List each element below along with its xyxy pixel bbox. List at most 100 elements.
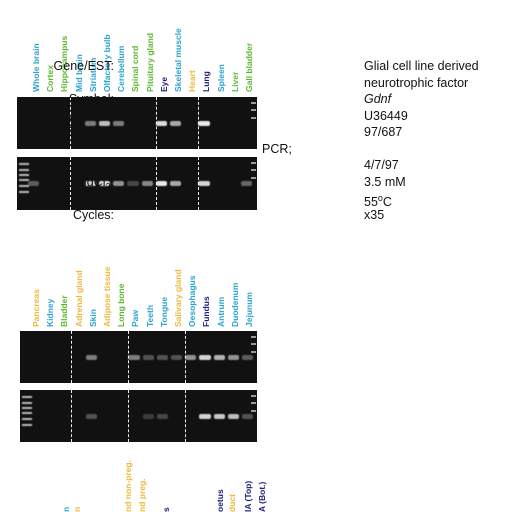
top-column-label: Spleen — [215, 64, 226, 92]
gel-band — [113, 121, 125, 126]
top-column-label: Pituitary gland — [144, 32, 155, 92]
top-column-label: Heart — [187, 70, 198, 92]
cycles-value: x35 — [364, 207, 385, 222]
bottom-column-label: n — [61, 506, 71, 512]
gel-band — [242, 355, 254, 360]
gene-key: Gene/EST: — [53, 59, 114, 73]
pcr-label: PCR; — [262, 141, 292, 156]
gel-band — [170, 181, 182, 186]
bottom-column-label: nd non-preg. — [123, 460, 133, 512]
symbol-value: Gdnf — [364, 92, 392, 106]
gel-band — [99, 121, 111, 126]
gene-value-2: neurotrophic factor — [364, 75, 469, 90]
mid-column-label: Skin — [87, 309, 98, 327]
gel-band — [170, 121, 182, 126]
top-column-label: Liver — [229, 71, 240, 92]
ladder-band-right — [251, 117, 256, 119]
mid-column-label: Antrum — [215, 296, 226, 327]
bottom-column-label: duct — [227, 494, 237, 512]
ladder-band-right — [251, 410, 256, 412]
bottom-column-label: oetus — [215, 489, 225, 512]
gel-band — [199, 355, 211, 360]
gel-band — [185, 355, 197, 360]
gel-band — [241, 181, 253, 186]
mid-column-label: Salivary gland — [173, 269, 183, 327]
mid-column-label: Adipose tissue — [102, 266, 112, 327]
ladder-band — [22, 402, 32, 404]
ladder-band-right — [251, 402, 256, 404]
gel-band — [227, 414, 239, 419]
gel-band — [198, 121, 210, 126]
top-column-label: Gall bladder — [244, 42, 254, 92]
mgcl-value: 3.5 mM — [364, 174, 406, 189]
gel-band — [85, 355, 97, 360]
lane-separator — [185, 390, 186, 442]
ladder-band-right — [251, 177, 256, 179]
bottom-column-label: IA (Top) — [243, 480, 253, 512]
temp-value: 55oC — [364, 193, 392, 210]
gel-band — [127, 181, 139, 186]
lane-separator — [71, 390, 72, 442]
bottom-column-label: A (Bot.) — [257, 481, 267, 512]
bottom-column-label: nd preg. — [137, 478, 147, 512]
mid-column-label: Oesophagus — [187, 275, 198, 327]
gel-top-2 — [17, 157, 257, 210]
mid-column-label: Paw — [130, 309, 141, 327]
mgcl-key: MgCl2: — [76, 174, 114, 192]
ladder-band — [19, 179, 29, 181]
bottom-column-label: n — [72, 506, 82, 512]
gel-band — [113, 181, 125, 186]
ladder-band — [22, 424, 32, 426]
gel-band — [155, 121, 167, 126]
lane-separator — [70, 157, 71, 210]
gel-band — [142, 355, 154, 360]
gel-band — [84, 121, 96, 126]
gel-band — [28, 181, 40, 186]
ladder-band — [19, 169, 29, 171]
top-column-label: Spinal cord — [130, 45, 141, 92]
cycles-key: Cycles: — [73, 207, 114, 222]
gel-band — [213, 355, 225, 360]
gel-band — [199, 414, 211, 419]
gel-band — [141, 181, 153, 186]
mid-column-label: Bladder — [59, 295, 70, 327]
gel-band — [198, 181, 210, 186]
embl-key: EMBL Ac. No.: — [33, 108, 114, 123]
mid-column-label: Long bone — [116, 283, 127, 327]
gene-value: Glial cell line derived — [364, 59, 479, 73]
lane-separator — [128, 390, 129, 442]
ladder-band — [19, 174, 29, 176]
ladder-band — [22, 396, 32, 398]
top-column-label: Eye — [158, 76, 169, 92]
mid-column-label: Tongue — [158, 296, 169, 327]
ladder-band — [19, 163, 29, 165]
gel-band — [156, 355, 168, 360]
gel-band — [84, 181, 96, 186]
gel-band — [155, 181, 167, 186]
symbol-key: Symbol: — [68, 92, 114, 106]
top-column-label: Cerebellum — [116, 45, 127, 92]
ladder-band-right — [251, 395, 256, 397]
ladder-band — [22, 407, 32, 409]
gel-band — [85, 414, 97, 419]
mid-column-label: Teeth — [144, 304, 155, 327]
lane-separator — [70, 97, 71, 149]
mid-column-label: Jejunum — [244, 292, 254, 327]
ladder-band-right — [251, 351, 256, 353]
temp-key: Temp: — [79, 191, 114, 205]
mid-column-label: Adrenal gland — [73, 270, 84, 327]
lane-separator — [71, 331, 72, 383]
ladder-band-right — [251, 169, 256, 171]
bottom-column-label: s — [161, 507, 171, 512]
gel-band — [213, 414, 225, 419]
ladder-band-right — [251, 109, 256, 111]
ladder-band — [22, 412, 32, 414]
gel-band — [242, 414, 254, 419]
date-value: 4/7/97 — [364, 158, 399, 172]
ladder-band — [19, 191, 29, 193]
gel-mid-1 — [20, 331, 257, 383]
top-column-label: Whole brain — [31, 43, 41, 92]
gel-band — [99, 181, 111, 186]
ladder-band-right — [251, 162, 256, 164]
ladder-band-right — [251, 102, 256, 104]
